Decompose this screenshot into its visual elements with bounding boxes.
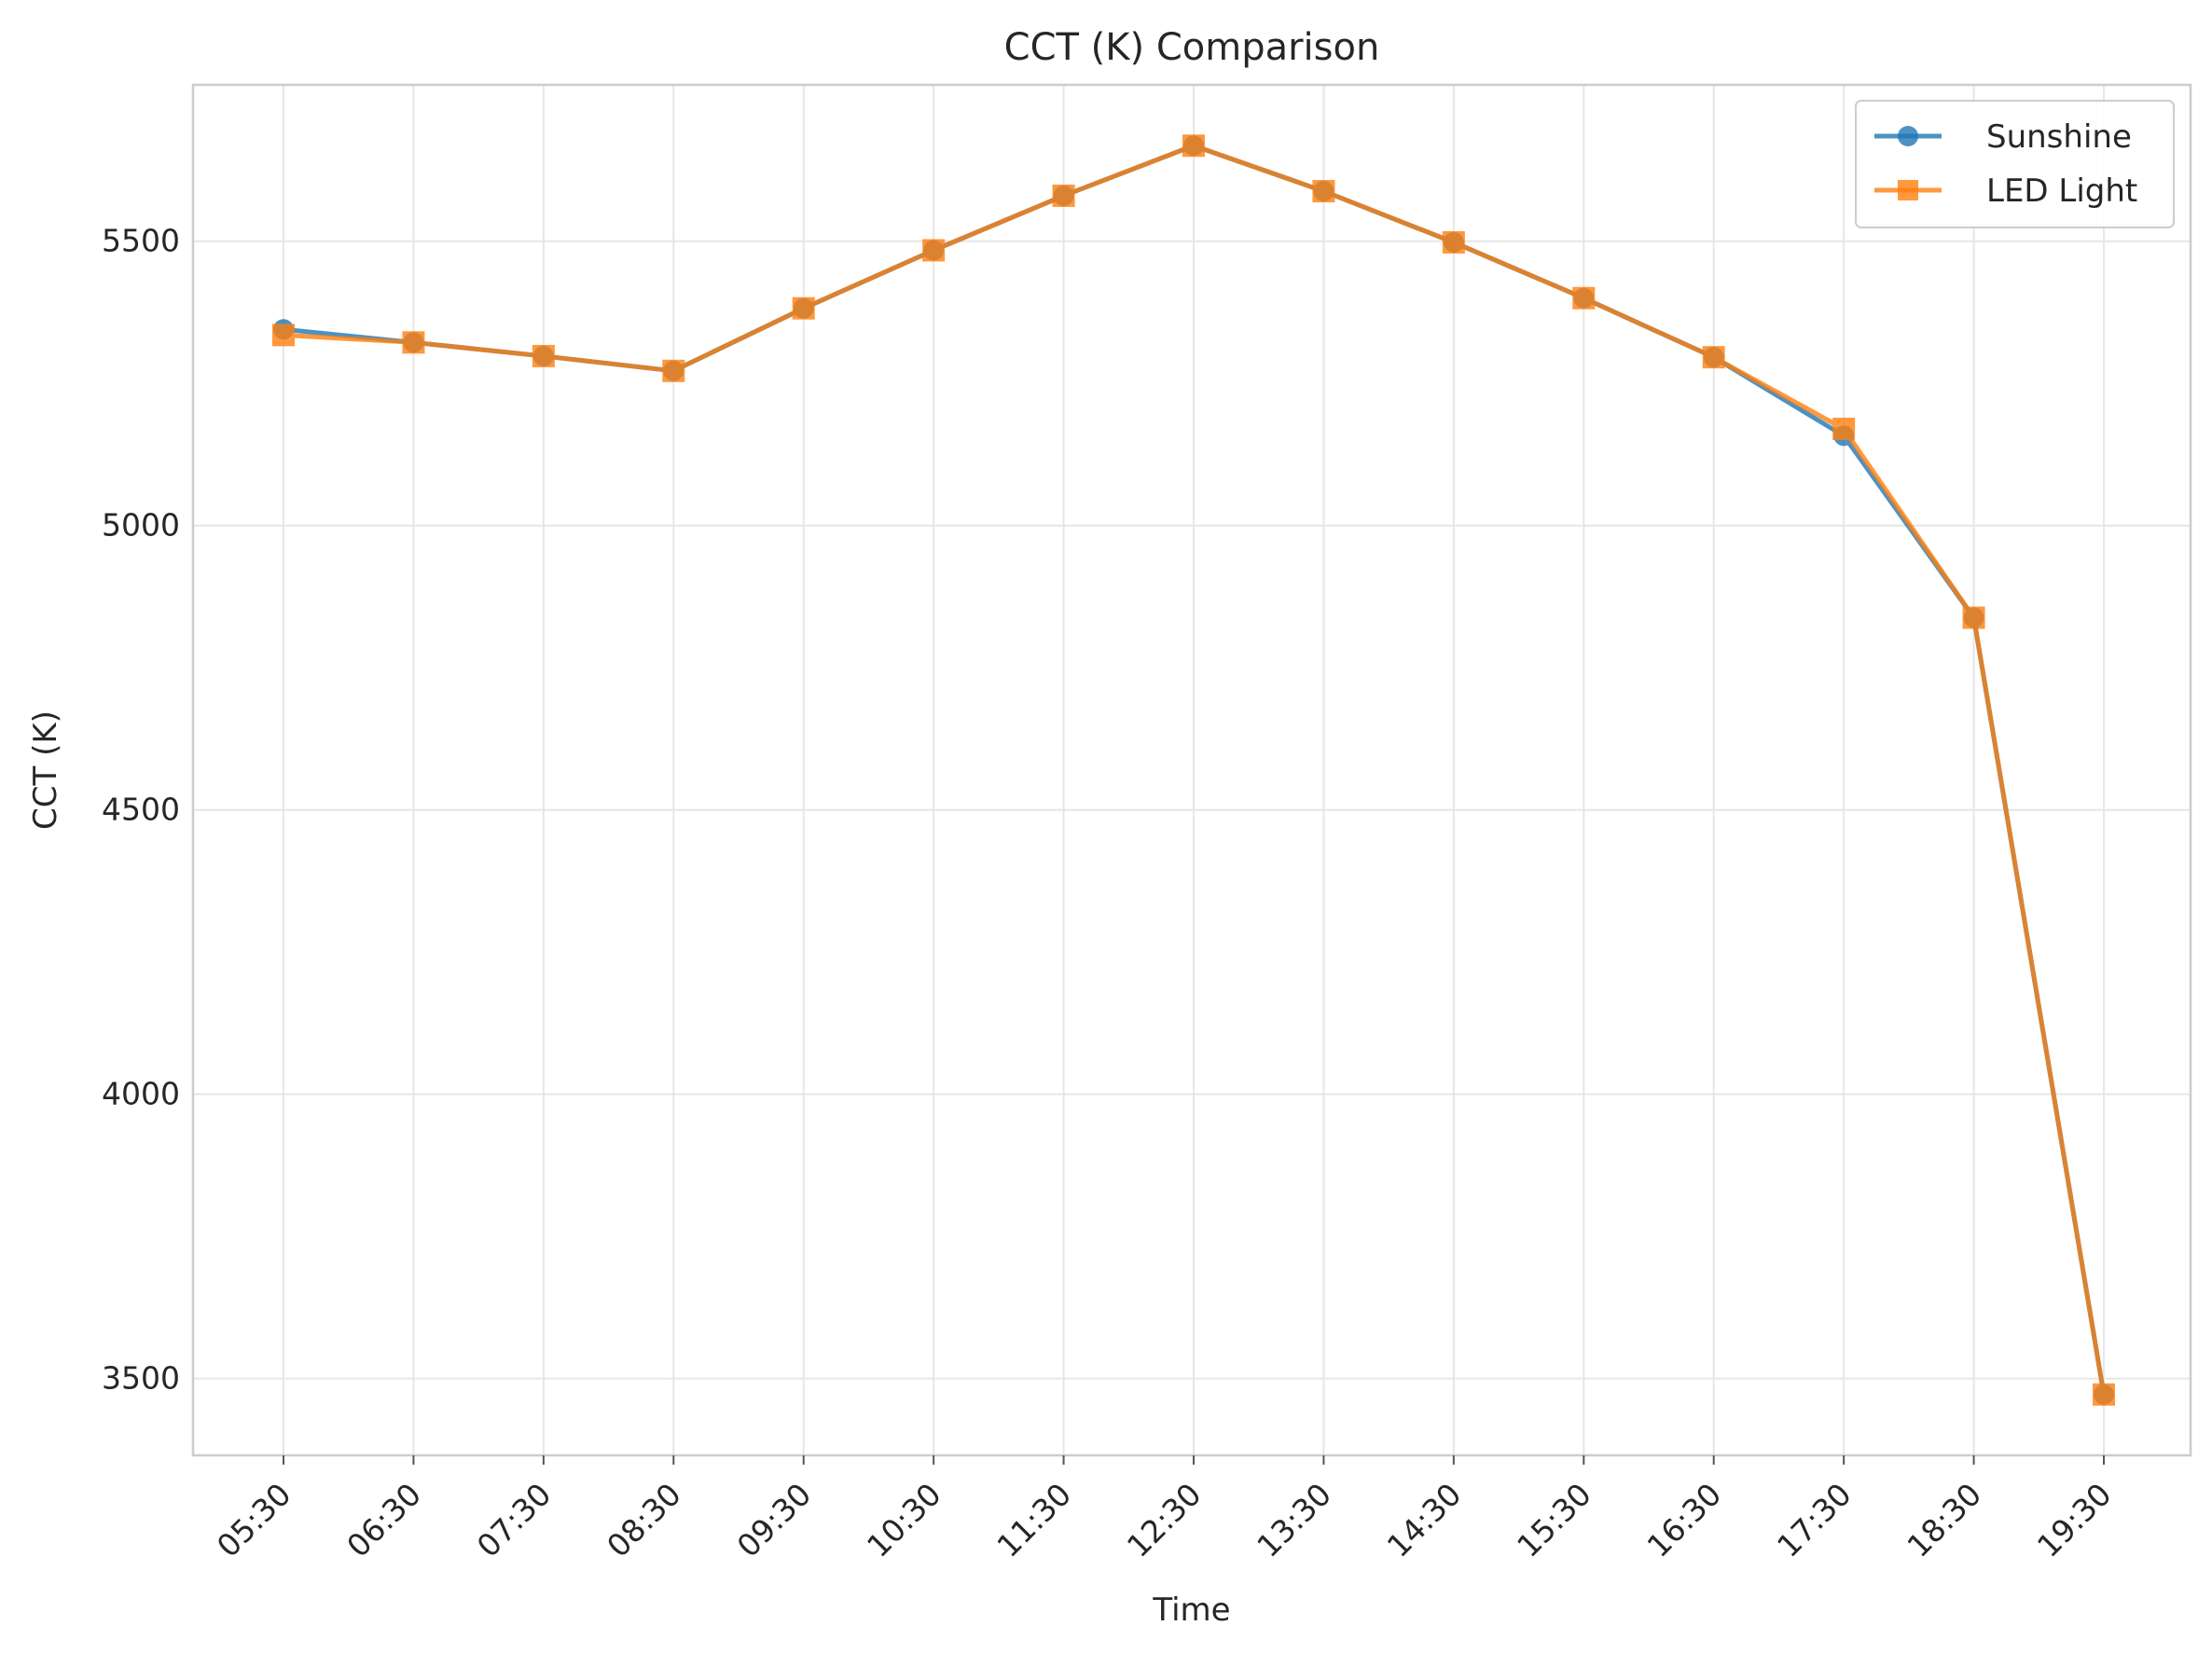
data-point [1052,184,1075,207]
x-tick-label: 12:30 [1120,1476,1209,1564]
x-tick-label: 10:30 [860,1476,948,1564]
y-axis-label: CCT (K) [27,710,64,830]
data-point [1572,286,1596,310]
chart-title: CCT (K) Comparison [1004,26,1380,69]
data-point [2093,1383,2115,1406]
x-tick-label: 05:30 [210,1476,298,1564]
data-point [922,239,946,262]
data-point [272,324,295,347]
legend-marker-led [1898,180,1918,200]
data-point [662,359,685,382]
legend-box [1855,100,2175,228]
x-tick-label: 16:30 [1640,1476,1729,1564]
x-tick-label: 06:30 [339,1476,428,1564]
x-tick-label: 17:30 [1770,1476,1859,1564]
legend-label-sunshine: Sunshine [1986,118,2132,156]
y-tick-label: 4000 [102,1076,180,1112]
grid-lines [193,85,2191,1455]
x-tick-label: 19:30 [2030,1476,2119,1564]
data-point [1312,180,1335,203]
series-layer [272,134,2115,1406]
x-tick-label: 11:30 [989,1476,1078,1564]
legend-label-led: LED Light [1986,172,2137,210]
data-point [402,331,425,354]
y-tick-label: 5500 [102,223,180,259]
x-tick-label: 18:30 [1900,1476,1988,1564]
data-point [532,344,555,367]
data-point [792,296,815,320]
legend: Sunshine LED Light [1855,100,2175,228]
x-tick-label: 13:30 [1250,1476,1338,1564]
x-tick-label: 15:30 [1510,1476,1598,1564]
x-tick-label: 07:30 [470,1476,559,1564]
y-tick-label: 5000 [102,507,180,544]
x-tick-label: 14:30 [1380,1476,1469,1564]
x-tick-label: 08:30 [600,1476,688,1564]
y-tick-label: 3500 [102,1360,180,1397]
data-point [1182,134,1205,158]
y-tick-label: 4500 [102,792,180,828]
plot-area-frame [191,83,2192,1457]
y-axis-ticks: 3500 4000 4500 5000 5500 [102,223,180,1397]
legend-marker-sunshine [1898,126,1918,146]
data-point [1702,346,1725,369]
data-point [1962,606,1985,629]
x-axis-label: Time [1152,1591,1230,1629]
x-axis-ticks: 05:30 06:30 07:30 08:30 09:30 10:30 11:30 12:30… [210,1455,2119,1564]
data-point [1442,230,1465,254]
x-tick-label: 09:30 [730,1476,819,1564]
data-point [1832,418,1856,441]
series-led-light [272,134,2115,1406]
